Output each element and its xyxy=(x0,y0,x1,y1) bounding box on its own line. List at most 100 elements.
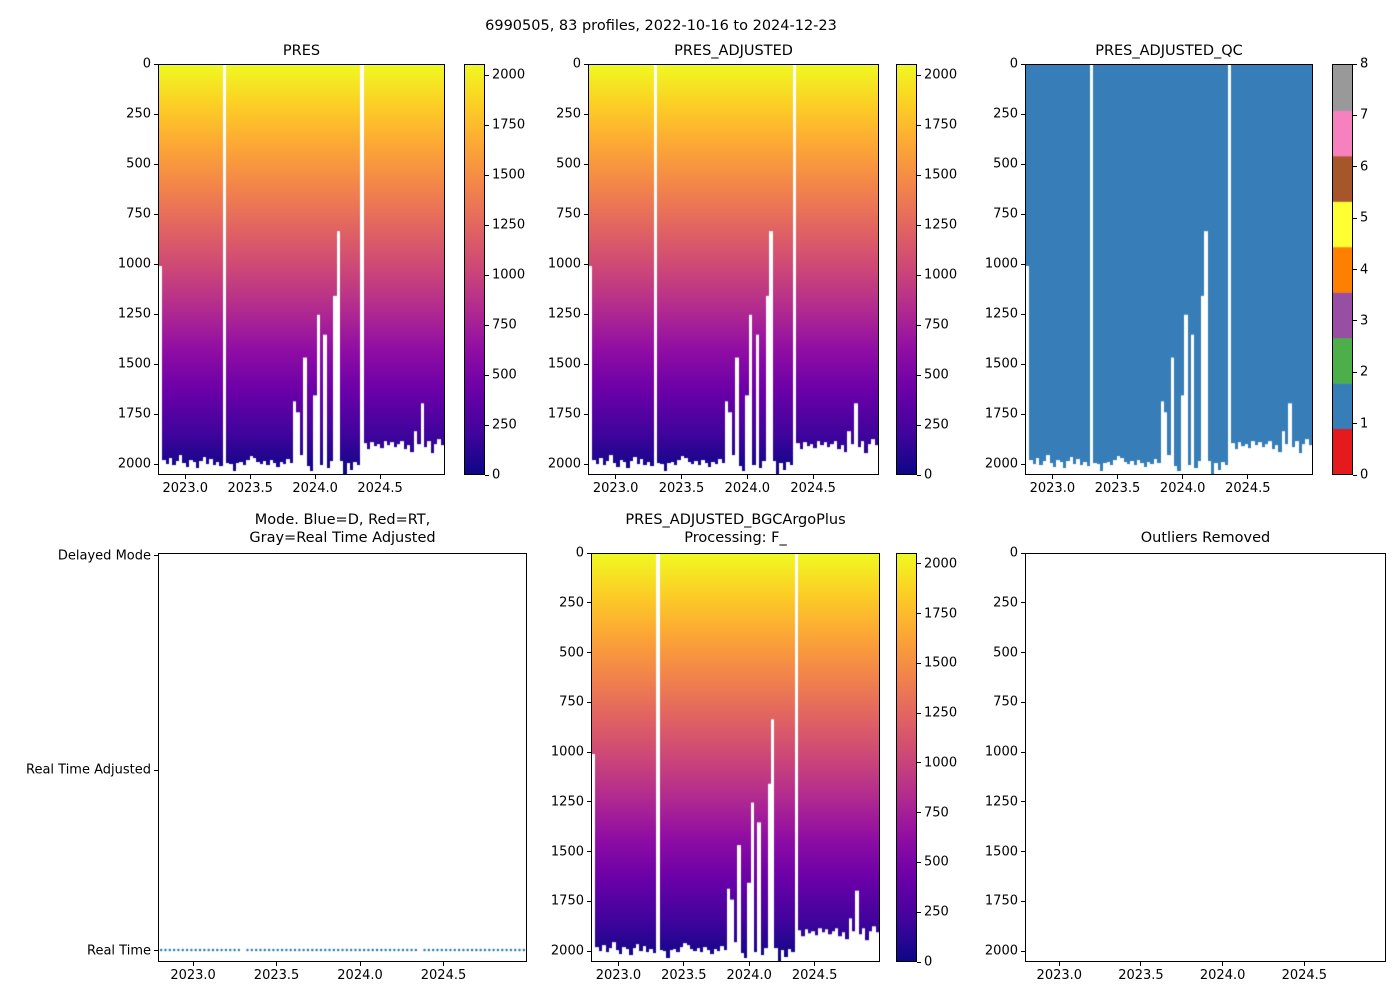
x-tick-label: 2024.5 xyxy=(791,968,838,983)
tick-mark xyxy=(485,124,489,126)
tick-mark xyxy=(1021,263,1025,265)
tick-mark xyxy=(1021,950,1025,952)
colorbar-tick-label: 1250 xyxy=(924,705,958,721)
tick-mark xyxy=(917,712,921,714)
y-tick-label: 1250 xyxy=(550,794,584,810)
tick-mark xyxy=(1021,900,1025,902)
tick-mark xyxy=(587,552,591,554)
tick-mark xyxy=(584,113,588,115)
x-tick-label: 2024.0 xyxy=(292,481,338,496)
panel-pres-title: PRES xyxy=(283,42,320,60)
panel-outliers-removed xyxy=(1025,553,1386,962)
colorbar-tick-label: 1500 xyxy=(924,167,958,183)
tick-mark xyxy=(587,851,591,853)
tick-mark xyxy=(485,474,489,476)
tick-mark xyxy=(485,424,489,426)
x-tick-label: 2023.0 xyxy=(592,481,639,496)
panel-bgc-title-line2: Processing: F_ xyxy=(684,530,787,546)
pres-adjusted-colorbar xyxy=(896,64,917,475)
tick-mark xyxy=(683,962,685,966)
tick-mark xyxy=(154,213,158,215)
tick-mark xyxy=(1021,463,1025,465)
tick-mark xyxy=(1021,113,1025,115)
tick-mark xyxy=(154,950,158,952)
tick-mark xyxy=(587,950,591,952)
colorbar-tick-label: 1500 xyxy=(492,167,526,183)
colorbar-tick-label: 250 xyxy=(924,417,949,433)
tick-mark xyxy=(1021,851,1025,853)
y-tick-label: 500 xyxy=(556,156,581,172)
tick-mark xyxy=(154,463,158,465)
colorbar-tick-label: 1500 xyxy=(924,655,958,671)
y-tick-label: 500 xyxy=(559,645,584,660)
panel-qc-title: PRES_ADJUSTED_QC xyxy=(1095,42,1243,60)
colorbar-tick-label: 2000 xyxy=(492,67,526,83)
tick-mark xyxy=(584,413,588,415)
tick-mark xyxy=(1353,423,1357,425)
tick-mark xyxy=(917,374,921,376)
tick-mark xyxy=(485,324,489,326)
y-tick-label: 1750 xyxy=(984,893,1018,909)
tick-mark xyxy=(615,475,617,479)
colorbar-tick-label: 0 xyxy=(924,467,933,483)
colorbar-tick-label: 750 xyxy=(924,805,949,821)
mode-y-tick-label: Real Time Adjusted xyxy=(26,762,151,778)
panel-mode-title-line1: Mode. Blue=D, Red=RT, xyxy=(254,512,431,528)
y-tick-label: 1750 xyxy=(117,406,151,422)
colorbar-tick-label: 500 xyxy=(924,367,949,383)
panel-bgc xyxy=(591,553,880,962)
tick-mark xyxy=(154,63,158,65)
colorbar-tick-label: 1250 xyxy=(924,217,958,233)
tick-mark xyxy=(1247,475,1249,479)
tick-mark xyxy=(587,900,591,902)
tick-mark xyxy=(917,424,921,426)
tick-mark xyxy=(584,163,588,165)
y-tick-label: 0 xyxy=(1009,545,1018,561)
colorbar-tick-label: 1000 xyxy=(924,267,958,283)
tick-mark xyxy=(1021,801,1025,803)
figure-suptitle: 6990505, 83 profiles, 2022-10-16 to 2024… xyxy=(485,18,837,34)
mode-y-tick-label: Delayed Mode xyxy=(57,548,151,564)
tick-mark xyxy=(154,363,158,365)
tick-mark xyxy=(1353,269,1357,270)
y-tick-label: 1000 xyxy=(984,256,1018,272)
tick-mark xyxy=(917,324,921,326)
tick-mark xyxy=(917,124,921,126)
tick-mark xyxy=(485,224,489,226)
y-tick-label: 1000 xyxy=(117,256,151,272)
colorbar-tick-label: 1250 xyxy=(492,217,526,233)
colorbar-tick-label: 1000 xyxy=(492,267,526,283)
panel-mode-title: Mode. Blue=D, Red=RT, Gray=Real Time Adj… xyxy=(249,511,435,547)
qc-colorbar xyxy=(1332,64,1353,475)
pres-adjusted-heatmap-canvas xyxy=(589,65,878,474)
tick-mark xyxy=(192,962,194,966)
qc-colorbar-canvas xyxy=(1333,65,1352,474)
x-tick-label: 2024.5 xyxy=(1225,481,1271,496)
tick-mark xyxy=(1353,320,1357,322)
colorbar-tick-label: 1000 xyxy=(924,755,958,771)
y-tick-label: 1750 xyxy=(984,406,1018,422)
colorbar-tick-label: 750 xyxy=(492,317,517,333)
pres-heatmap-canvas xyxy=(159,65,444,474)
colorbar-tick-label: 1750 xyxy=(924,606,958,622)
tick-mark xyxy=(1353,63,1357,65)
tick-mark xyxy=(1021,313,1025,315)
y-tick-label: 750 xyxy=(556,206,581,222)
colorbar-tick-label: 8 xyxy=(1360,56,1369,72)
y-tick-label: 250 xyxy=(126,106,151,122)
tick-mark xyxy=(917,74,921,76)
x-tick-label: 2023.5 xyxy=(1118,968,1164,983)
panel-bgc-title-line1: PRES_ADJUSTED_BGCArgoPlus xyxy=(625,512,846,528)
x-tick-label: 2023.5 xyxy=(1094,481,1141,496)
tick-mark xyxy=(154,313,158,315)
tick-mark xyxy=(154,263,158,265)
tick-mark xyxy=(1303,962,1305,966)
x-tick-label: 2023.0 xyxy=(162,481,209,496)
colorbar-tick-label: 0 xyxy=(1360,467,1369,483)
colorbar-tick-label: 7 xyxy=(1360,107,1369,123)
tick-mark xyxy=(154,555,158,557)
tick-mark xyxy=(748,962,750,966)
y-tick-label: 1000 xyxy=(547,256,581,272)
y-tick-label: 1500 xyxy=(117,356,151,372)
panel-mode-title-line2: Gray=Real Time Adjusted xyxy=(249,530,436,546)
